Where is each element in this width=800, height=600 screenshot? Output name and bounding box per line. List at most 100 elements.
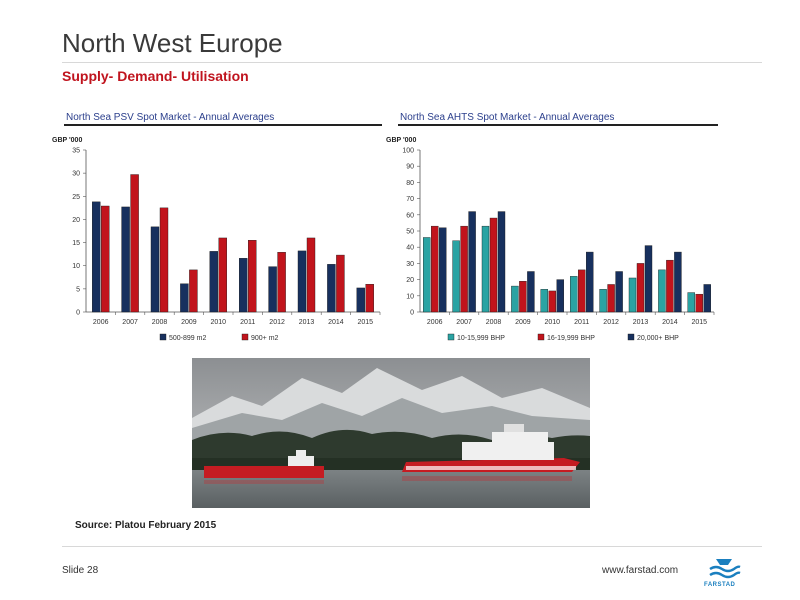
- x-tick-label: 2014: [662, 319, 678, 326]
- bar: [327, 264, 336, 313]
- x-tick-label: 2013: [299, 319, 315, 326]
- psv-chart-title: North Sea PSV Spot Market - Annual Avera…: [64, 112, 382, 126]
- bar: [540, 289, 549, 313]
- vessels-photo-illustration: [192, 358, 590, 508]
- x-tick-label: 2013: [633, 319, 649, 326]
- y-tick-label: 35: [72, 148, 80, 155]
- bar: [695, 293, 703, 313]
- x-tick-label: 2011: [240, 319, 255, 326]
- farstad-logo-icon: [709, 559, 741, 579]
- bar: [306, 237, 316, 313]
- legend-swatch: [159, 333, 167, 341]
- y-tick-label: 70: [406, 196, 414, 203]
- psv-chart-svg: GBP '000 0 5 10 15 20 25 30 35 2006 2007 2008 2009 20…: [52, 137, 381, 342]
- x-tick-label: 2008: [486, 319, 502, 326]
- y-tick-label: 20: [72, 217, 80, 224]
- x-tick-label: 2006: [427, 319, 443, 326]
- bar: [209, 251, 219, 313]
- bar: [658, 269, 666, 313]
- y-tick-label: 40: [406, 245, 414, 252]
- y-axis-label: GBP '000: [52, 137, 82, 144]
- bar: [180, 283, 189, 313]
- legend-label: 20,000+ BHP: [637, 335, 679, 342]
- source-note: Source: Platou February 2015: [75, 520, 217, 531]
- bar: [150, 226, 160, 313]
- bar: [130, 174, 139, 313]
- bar: [468, 211, 476, 313]
- legend-label: 16-19,999 BHP: [547, 335, 595, 342]
- slide-number: Slide 28: [62, 565, 99, 576]
- bar: [519, 281, 527, 313]
- bar: [277, 252, 286, 313]
- bar: [703, 284, 711, 313]
- y-tick-label: 30: [72, 171, 80, 178]
- y-axis-label: GBP '000: [386, 137, 416, 144]
- title-divider: [62, 62, 762, 63]
- bar: [92, 201, 101, 313]
- legend-swatch: [537, 333, 545, 341]
- bar: [644, 245, 653, 313]
- bar: [481, 225, 490, 313]
- bar: [365, 284, 374, 313]
- bar: [218, 237, 228, 313]
- x-tick-label: 2010: [545, 319, 561, 326]
- bar: [599, 289, 607, 313]
- psv-chart: North Sea PSV Spot Market - Annual Avera…: [52, 112, 384, 352]
- ahts-chart-title: North Sea AHTS Spot Market - Annual Aver…: [398, 112, 718, 126]
- bar: [356, 287, 365, 313]
- bar: [489, 217, 498, 313]
- bar: [159, 207, 169, 313]
- bar: [585, 251, 594, 313]
- bar: [121, 206, 130, 313]
- y-tick-label: 100: [402, 148, 414, 155]
- x-tick-label: 2010: [211, 319, 227, 326]
- bar: [628, 277, 637, 313]
- bar: [666, 259, 674, 313]
- bar: [687, 292, 695, 313]
- bar: [607, 284, 615, 313]
- x-tick-label: 2012: [603, 319, 619, 326]
- bar: [674, 251, 682, 313]
- y-tick-label: 5: [76, 286, 80, 293]
- x-tick-label: 2007: [122, 319, 138, 326]
- x-tick-label: 2006: [93, 319, 109, 326]
- bar: [460, 225, 468, 313]
- website-link[interactable]: www.farstad.com: [602, 565, 679, 576]
- y-tick-label: 10: [406, 293, 414, 300]
- bar: [268, 266, 277, 313]
- ahts-chart-svg: GBP '000 0 10 20 30 40 50 60 70 80 90 100 2006 2007 20…: [386, 137, 715, 342]
- y-tick-label: 80: [406, 180, 414, 187]
- bar: [615, 271, 623, 313]
- bar: [431, 225, 439, 313]
- y-tick-label: 0: [410, 310, 414, 317]
- legend-swatch: [627, 333, 635, 341]
- ahts-chart: North Sea AHTS Spot Market - Annual Aver…: [386, 112, 718, 352]
- y-tick-label: 0: [76, 310, 80, 317]
- y-tick-label: 15: [72, 240, 80, 247]
- legend-swatch: [241, 333, 249, 341]
- logo-text: FARSTAD: [704, 582, 736, 588]
- x-tick-label: 2015: [692, 319, 708, 326]
- x-tick-label: 2015: [358, 319, 374, 326]
- slide-subtitle: Supply- Demand- Utilisation: [62, 68, 249, 84]
- bar: [297, 250, 307, 313]
- bar: [556, 279, 565, 313]
- legend-swatch: [447, 333, 455, 341]
- bar: [101, 205, 110, 313]
- bar: [247, 240, 257, 313]
- y-tick-label: 10: [72, 263, 80, 270]
- bar: [569, 276, 578, 313]
- bar: [238, 258, 248, 313]
- bar: [439, 227, 447, 313]
- x-tick-label: 2012: [269, 319, 285, 326]
- bar: [423, 237, 431, 313]
- slide-title: North West Europe: [62, 28, 283, 58]
- bar: [577, 269, 586, 313]
- bar: [548, 290, 557, 313]
- bar: [336, 254, 345, 313]
- bar: [527, 271, 535, 313]
- y-tick-label: 25: [72, 194, 80, 201]
- footer-divider: [62, 546, 762, 547]
- x-tick-label: 2011: [574, 319, 589, 326]
- bar: [189, 269, 198, 313]
